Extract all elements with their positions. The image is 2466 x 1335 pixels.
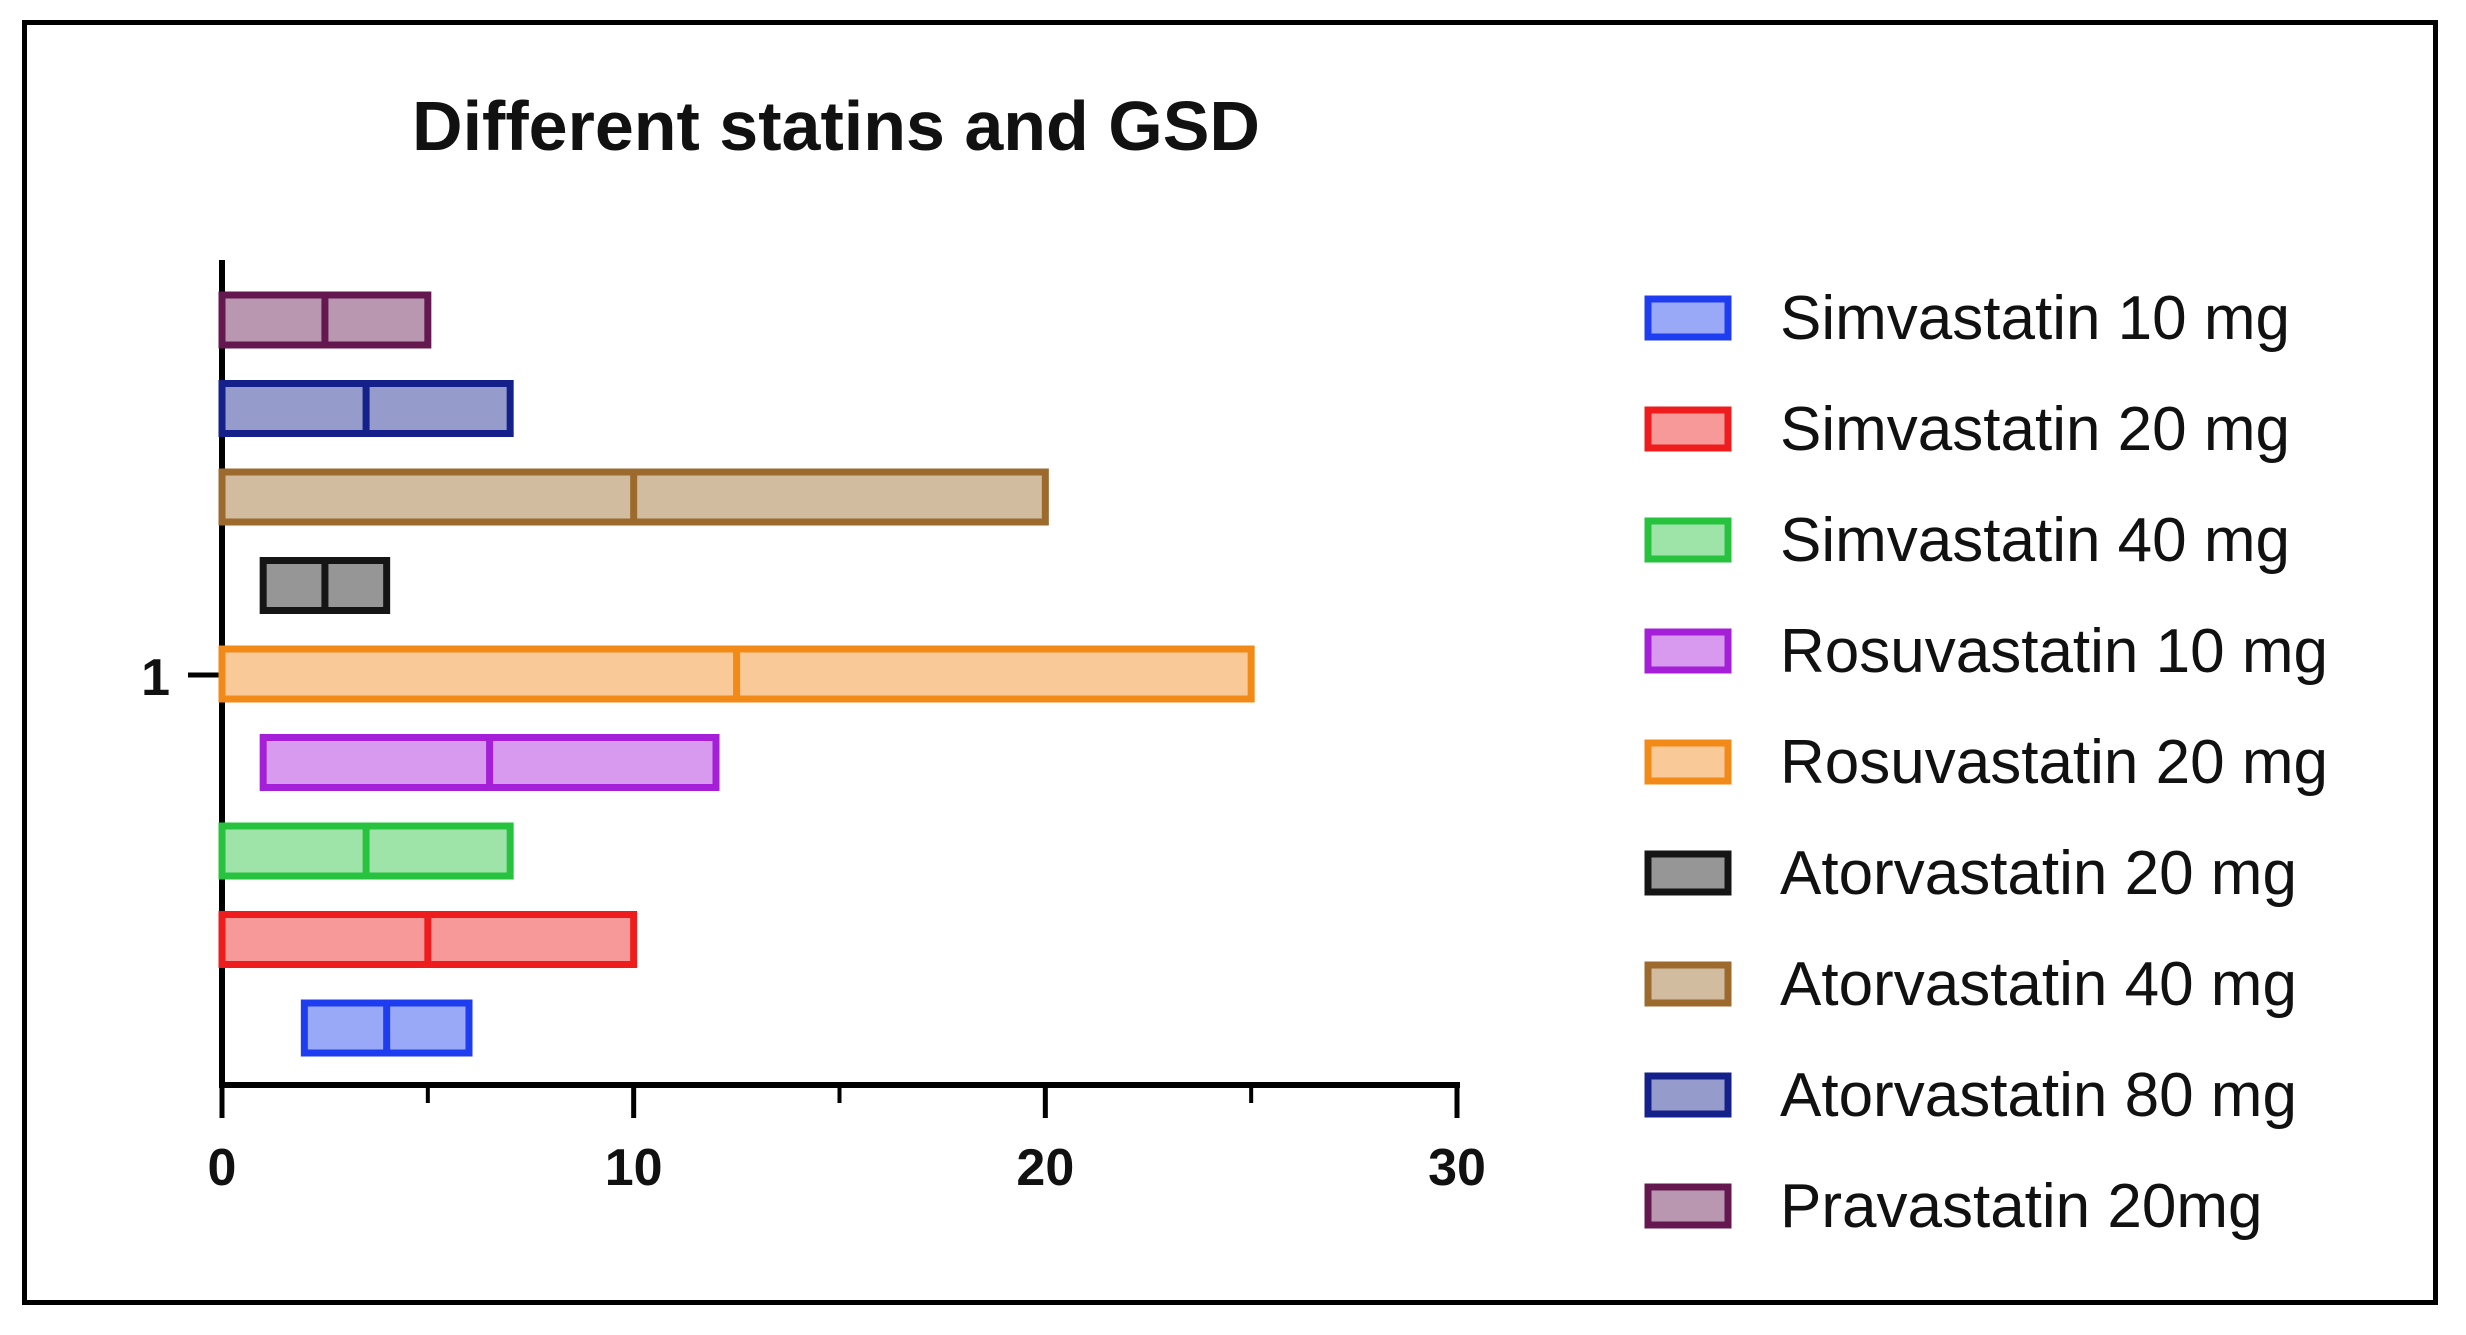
legend-label: Pravastatin 20mg (1780, 1172, 2262, 1241)
bar-simvastatin-40-mg (218, 822, 514, 880)
legend-swatch (1644, 739, 1732, 785)
legend-item: Simvastatin 20 mg (1644, 395, 2290, 464)
legend-item: Atorvastatin 20 mg (1644, 839, 2297, 908)
legend-label: Rosuvastatin 10 mg (1780, 617, 2328, 686)
x-tick-label: 20 (1016, 1139, 1074, 1197)
legend-swatch (1644, 850, 1732, 896)
legend-swatch (1644, 295, 1732, 341)
bar-pravastatin-20mg (218, 291, 432, 349)
legend-item: Atorvastatin 40 mg (1644, 950, 2297, 1019)
legend-label: Simvastatin 20 mg (1780, 395, 2290, 464)
legend-swatch (1644, 628, 1732, 674)
legend-item: Simvastatin 10 mg (1644, 284, 2290, 353)
legend-item: Rosuvastatin 10 mg (1644, 617, 2328, 686)
legend-label: Atorvastatin 80 mg (1780, 1061, 2297, 1130)
legend-item: Atorvastatin 80 mg (1644, 1061, 2297, 1130)
x-ticks: 0 10 20 30 (208, 1085, 1486, 1197)
legend-item: Simvastatin 40 mg (1644, 506, 2290, 575)
bar-simvastatin-20-mg (218, 911, 638, 968)
bar-atorvastatin-80-mg (218, 380, 514, 437)
legend-label: Atorvastatin 20 mg (1780, 839, 2297, 908)
bar-simvastatin-10-mg (300, 999, 473, 1057)
x-tick-label: 0 (208, 1139, 237, 1197)
bar-rosuvastatin-10-mg (259, 734, 720, 791)
legend-label: Simvastatin 40 mg (1780, 506, 2290, 575)
bar-atorvastatin-20-mg (259, 557, 391, 614)
y-tick-label: 1 (141, 649, 170, 707)
bar-atorvastatin-40-mg (218, 468, 1049, 526)
legend-item: Rosuvastatin 20 mg (1644, 728, 2328, 797)
legend-swatch (1644, 517, 1732, 563)
legend-label: Simvastatin 10 mg (1780, 284, 2290, 353)
legend: Simvastatin 10 mg Simvastatin 20 mg Simvas… (1644, 284, 2328, 1241)
bars (218, 291, 1255, 1057)
bar-rosuvastatin-20-mg (218, 645, 1255, 703)
chart-title: Different statins and GSD (412, 87, 1260, 165)
legend-label: Atorvastatin 40 mg (1780, 950, 2297, 1019)
legend-swatch (1644, 1183, 1732, 1229)
legend-item: Pravastatin 20mg (1644, 1172, 2262, 1241)
legend-label: Rosuvastatin 20 mg (1780, 728, 2328, 797)
legend-swatch (1644, 1072, 1732, 1118)
legend-swatch (1644, 961, 1732, 1007)
x-tick-label: 10 (605, 1139, 663, 1197)
legend-swatch (1644, 406, 1732, 452)
x-tick-label: 30 (1428, 1139, 1486, 1197)
